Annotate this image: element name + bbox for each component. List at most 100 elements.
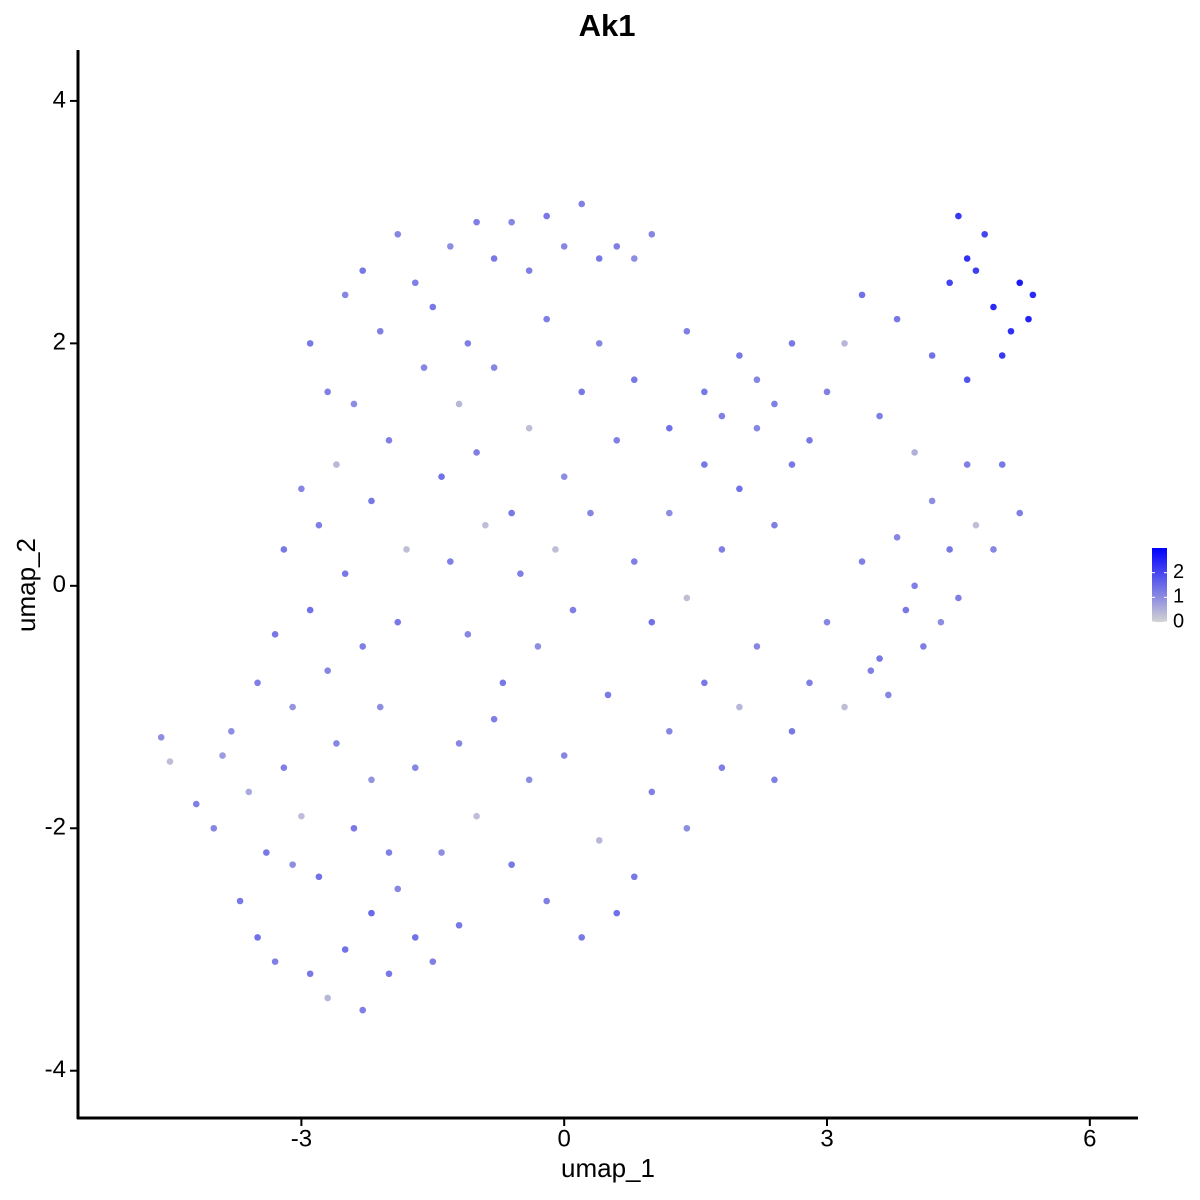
point bbox=[963, 376, 971, 384]
point bbox=[236, 897, 244, 905]
color-bar bbox=[1152, 548, 1167, 622]
point bbox=[543, 212, 550, 220]
point bbox=[823, 388, 831, 396]
point bbox=[578, 200, 586, 208]
point bbox=[858, 291, 866, 299]
point bbox=[403, 546, 410, 553]
point bbox=[806, 679, 813, 687]
point bbox=[841, 703, 848, 711]
point bbox=[998, 461, 1006, 468]
point bbox=[368, 497, 375, 505]
point bbox=[560, 243, 568, 250]
point bbox=[753, 424, 761, 432]
point bbox=[858, 558, 866, 565]
point bbox=[192, 800, 200, 808]
point bbox=[298, 485, 305, 493]
point bbox=[508, 218, 515, 226]
point bbox=[990, 303, 997, 311]
point bbox=[771, 776, 778, 784]
point bbox=[998, 352, 1006, 359]
point bbox=[911, 582, 918, 590]
point bbox=[613, 243, 621, 250]
point bbox=[411, 279, 419, 287]
point bbox=[648, 230, 656, 238]
point bbox=[1016, 279, 1024, 287]
x-axis-label: umap_1 bbox=[561, 1153, 655, 1183]
x-tick-label: 6 bbox=[1083, 1125, 1096, 1152]
point bbox=[578, 388, 586, 396]
point bbox=[438, 849, 445, 856]
point bbox=[718, 412, 726, 420]
point bbox=[1016, 509, 1024, 517]
y-tick-label: -4 bbox=[45, 1056, 66, 1083]
point bbox=[902, 606, 910, 614]
point bbox=[893, 534, 901, 541]
point bbox=[464, 340, 472, 347]
point bbox=[578, 934, 586, 941]
point bbox=[963, 255, 971, 262]
point bbox=[508, 861, 515, 868]
point bbox=[560, 752, 568, 759]
point bbox=[490, 255, 498, 262]
y-tick-label: 4 bbox=[53, 86, 66, 113]
y-axis-label: umap_2 bbox=[11, 538, 41, 632]
point bbox=[473, 449, 480, 456]
point bbox=[298, 812, 305, 820]
point bbox=[963, 461, 971, 468]
point bbox=[271, 631, 279, 638]
point bbox=[219, 752, 226, 759]
point bbox=[499, 679, 507, 687]
point bbox=[525, 267, 533, 274]
point bbox=[394, 618, 402, 626]
point bbox=[508, 509, 515, 517]
color-tick-label: 1 bbox=[1173, 586, 1184, 608]
point bbox=[788, 461, 796, 468]
point bbox=[525, 776, 533, 784]
point bbox=[517, 570, 524, 577]
point bbox=[359, 267, 367, 274]
point bbox=[333, 461, 340, 468]
point bbox=[385, 437, 393, 444]
point bbox=[385, 970, 393, 978]
point bbox=[587, 509, 594, 517]
point bbox=[823, 618, 831, 626]
point bbox=[683, 824, 691, 832]
point bbox=[376, 703, 384, 711]
point bbox=[455, 740, 463, 747]
point bbox=[254, 934, 261, 941]
point bbox=[683, 327, 691, 335]
point bbox=[788, 727, 796, 735]
point bbox=[990, 546, 997, 553]
point bbox=[420, 364, 428, 371]
chart-title: Ak1 bbox=[579, 8, 636, 43]
point bbox=[604, 691, 612, 699]
point bbox=[429, 958, 437, 965]
point bbox=[613, 909, 621, 917]
point bbox=[893, 315, 901, 323]
point bbox=[736, 703, 743, 711]
point bbox=[263, 849, 270, 856]
point bbox=[595, 340, 603, 347]
point bbox=[411, 764, 419, 771]
point bbox=[955, 594, 962, 602]
point bbox=[464, 631, 472, 638]
point bbox=[788, 340, 796, 347]
point bbox=[455, 400, 463, 408]
point bbox=[473, 812, 480, 820]
point bbox=[552, 546, 559, 553]
point bbox=[876, 412, 883, 420]
point bbox=[306, 970, 314, 978]
point bbox=[210, 824, 218, 832]
point bbox=[280, 764, 288, 771]
point bbox=[648, 618, 656, 626]
point bbox=[490, 364, 498, 371]
y-tick-label: 0 bbox=[53, 571, 66, 598]
point bbox=[595, 837, 603, 844]
point bbox=[368, 776, 375, 784]
y-tick-label: -2 bbox=[45, 814, 66, 841]
color-tick-label: 0 bbox=[1173, 610, 1184, 632]
point bbox=[368, 909, 375, 917]
point bbox=[543, 315, 550, 323]
point bbox=[885, 691, 892, 699]
